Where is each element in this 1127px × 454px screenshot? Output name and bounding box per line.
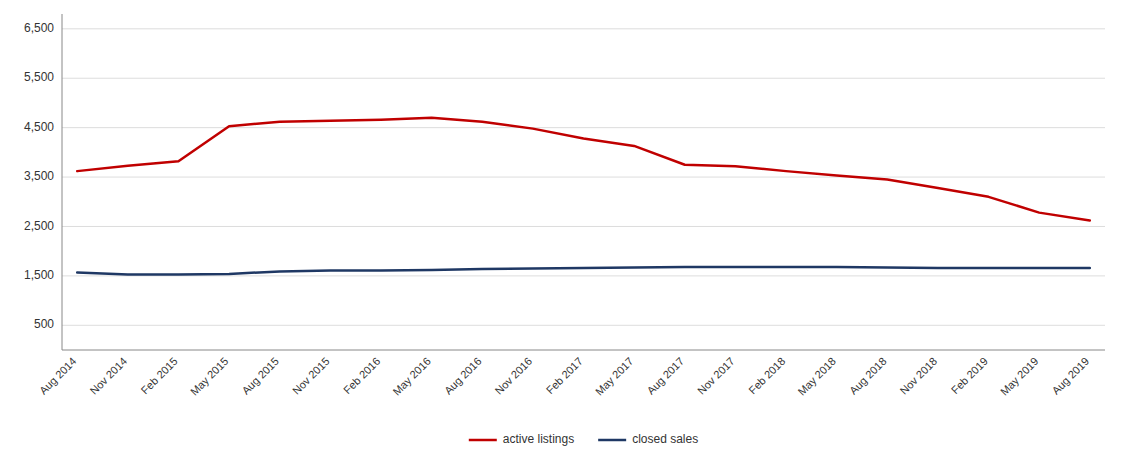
x-axis-line (62, 350, 1105, 351)
grid-line (62, 226, 1105, 227)
x-tick-label: Aug 2017 (644, 355, 686, 397)
grid-line (62, 78, 1105, 79)
x-tick-label: Feb 2015 (139, 355, 180, 396)
x-tick-label: May 2016 (390, 355, 433, 398)
legend-label: closed sales (632, 432, 698, 446)
legend-item: active listings (469, 432, 574, 446)
x-tick-label: Nov 2018 (898, 355, 940, 397)
legend-swatch (469, 439, 497, 442)
grid-line (62, 127, 1105, 128)
x-tick-label: Feb 2017 (544, 355, 585, 396)
x-tick-label: Feb 2018 (746, 355, 787, 396)
legend-label: active listings (503, 432, 574, 446)
x-tick-label: Feb 2019 (949, 355, 990, 396)
series-line (77, 118, 1090, 221)
x-tick-label: Aug 2015 (239, 355, 281, 397)
y-tick-label: 2,500 (24, 219, 54, 233)
x-tick-label: May 2019 (998, 355, 1041, 398)
y-tick-label: 1,500 (24, 268, 54, 282)
x-tick-label: Nov 2016 (492, 355, 534, 397)
grid-line (62, 275, 1105, 276)
y-tick-label: 3,500 (24, 169, 54, 183)
legend: active listings closed sales (469, 432, 698, 446)
grid-line (62, 28, 1105, 29)
plot-area (77, 118, 1090, 275)
y-tick-label: 5,500 (24, 70, 54, 84)
grid-line (62, 177, 1105, 178)
x-tick-label: Aug 2016 (442, 355, 484, 397)
x-tick-label: Aug 2018 (847, 355, 889, 397)
y-tick-label: 6,500 (24, 21, 54, 35)
grid (62, 29, 1105, 325)
x-tick-label: May 2017 (593, 355, 636, 398)
x-tick-label: Aug 2014 (37, 355, 79, 397)
chart: 500 1,500 2,500 3,500 4,500 5,500 6,500 Aug 201… (0, 0, 1127, 454)
x-tick-label: May 2015 (188, 355, 231, 398)
x-tick-label: Nov 2017 (695, 355, 737, 397)
x-tick-label: Nov 2014 (87, 355, 129, 397)
axes: 500 1,500 2,500 3,500 4,500 5,500 6,500 Aug 201… (24, 14, 1105, 398)
legend-swatch (598, 439, 626, 442)
legend-item: closed sales (598, 432, 698, 446)
y-axis-line (62, 14, 63, 350)
x-tick-label: Nov 2015 (290, 355, 332, 397)
x-tick-label: Feb 2016 (341, 355, 382, 396)
grid-line (62, 325, 1105, 326)
series-line (77, 267, 1090, 274)
y-tick-label: 4,500 (24, 120, 54, 134)
x-tick-label: May 2018 (795, 355, 838, 398)
x-tick-label: Aug 2019 (1049, 355, 1091, 397)
y-tick-label: 500 (34, 317, 54, 331)
